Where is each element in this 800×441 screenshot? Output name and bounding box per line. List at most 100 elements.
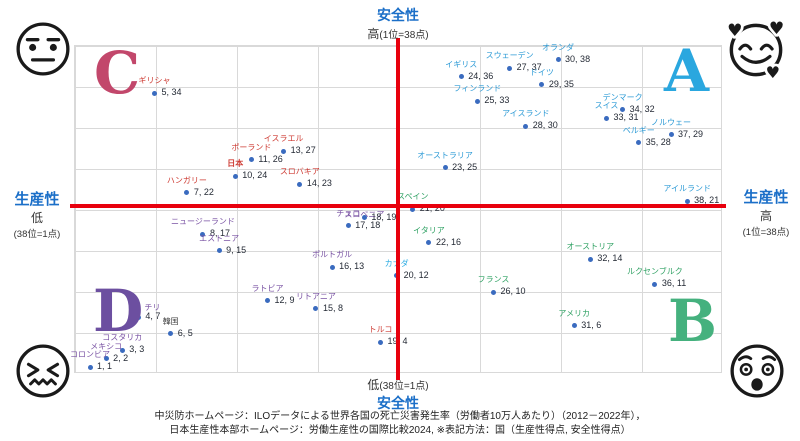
country-label: スペイン [397,192,429,202]
data-point-dot [103,356,109,362]
score-label: 12, 9 [274,294,295,305]
country-label: アメリカ [558,308,590,318]
data-point-dot [587,256,593,262]
score-label: 11, 26 [258,153,283,164]
data-point-dot [507,65,513,71]
score-label: 17, 18 [355,219,381,230]
data-point-dot [539,82,545,88]
score-label: 5, 34 [161,87,182,98]
score-label: 34, 32 [629,103,655,114]
score-label: 31, 6 [581,319,602,330]
country-label: アイルランド [663,184,711,193]
svg-text:♥: ♥ [727,21,742,41]
left-axis-label-block: 生産性 低 (38位=1点) [2,188,72,240]
data-point-dot [216,248,222,254]
score-label: 6, 5 [177,327,193,338]
top-axis-label-block: 安全性 高(1位=38点) [367,5,428,42]
top-axis-sub-small: (1位=38点) [379,30,429,41]
left-axis-sub-small: (38位=1点) [13,229,61,240]
country-label: ポルトガル [312,250,353,260]
country-label: ノルウェー [651,117,692,127]
country-label: スイス [594,101,619,110]
country-label: スウェーデン [485,51,534,61]
vertical-axis-line [396,38,400,380]
data-point-dot [442,165,448,171]
country-label: メキシコ [90,341,123,351]
score-label: 32, 14 [597,253,623,264]
data-point-dot [313,306,319,312]
score-label: 27, 37 [516,62,542,73]
right-axis-sub-small: (1位=38点) [742,227,790,238]
country-label: ルクセンブルク [627,267,683,276]
bottom-axis-label-block: 低(38位=1点) 安全性 [367,376,428,413]
data-point-dot [87,364,93,370]
country-label: コスタリカ [102,333,143,343]
score-label: 21, 20 [419,203,445,214]
data-point-dot [232,173,238,179]
score-label: 3, 3 [129,344,145,355]
data-point-dot [555,57,561,63]
country-label: 日本 [227,159,244,169]
country-label: チェコ [336,208,361,218]
score-label: 13, 27 [290,145,316,156]
country-label: エストニア [199,233,240,243]
country-label: チリ [144,303,161,313]
country-label: スロバキア [279,167,320,177]
country-label: トルコ [368,325,393,335]
bottom-axis-title: 安全性 [376,395,419,411]
score-label: 37, 29 [678,128,704,139]
score-label: 36, 11 [661,278,687,288]
data-point-dot [135,314,141,320]
country-label: ドイツ [529,67,554,77]
bottom-axis-sub-big: 低 [367,378,380,392]
country-label: フランス [477,275,510,285]
score-label: 15, 8 [322,302,343,313]
score-label: 25, 33 [484,95,510,106]
dizzy-face-icon [730,344,784,398]
country-label: スロベニア [344,209,385,219]
score-label: 33, 31 [613,112,639,122]
score-label: 20, 12 [403,269,429,280]
data-point-dot [119,347,125,353]
data-point-dot [168,331,174,337]
score-label: 29, 35 [548,78,574,89]
caption-line-2: 日本生産性本部ホームページ：労働生産性の国際比較2024, ※表記方法：国（生産… [169,425,631,436]
country-label: リトアニア [296,291,336,301]
data-point-dot [603,115,609,121]
country-label: ベルギー [622,125,655,135]
country-label: コロンビア [70,350,110,359]
data-point-dot [474,98,480,104]
data-point-dot [684,198,690,204]
left-axis-title: 生産性 [14,191,60,208]
country-label: ラトビア [251,283,284,293]
neutral-face-icon [16,22,70,76]
score-label: 14, 23 [306,178,332,189]
score-label: 8, 17 [209,228,230,239]
score-label: 35, 28 [645,136,671,147]
smiling-face-with-hearts-icon: ♥ ♥ ♥ [726,20,786,80]
data-point-dot [281,148,287,154]
country-label: イタリア [413,225,445,235]
country-label: 韓国 [162,316,179,326]
country-label: デンマーク [602,92,643,102]
quadrant-letter-c: C [94,39,141,107]
score-label: 24, 36 [468,70,494,81]
score-label: 4, 7 [145,311,161,322]
data-point-dot [152,90,158,96]
data-point-dot [426,240,432,245]
data-point-dot [523,123,529,129]
country-label: ポーランド [231,142,272,152]
score-label: 38, 21 [694,195,720,205]
country-label: イスラエル [263,134,304,144]
svg-text:♥: ♥ [769,20,784,39]
score-label: 30, 38 [565,53,591,64]
country-label: フィンランド [453,84,502,94]
data-point-dot [345,223,351,229]
country-label: ニュージーランド [171,217,235,227]
score-label: 22, 16 [435,236,461,247]
data-point-dot [636,140,642,146]
data-point-dot [265,298,271,304]
horizontal-axis-line [70,204,726,208]
bottom-axis-sub-small: (38位=1点) [379,381,429,392]
